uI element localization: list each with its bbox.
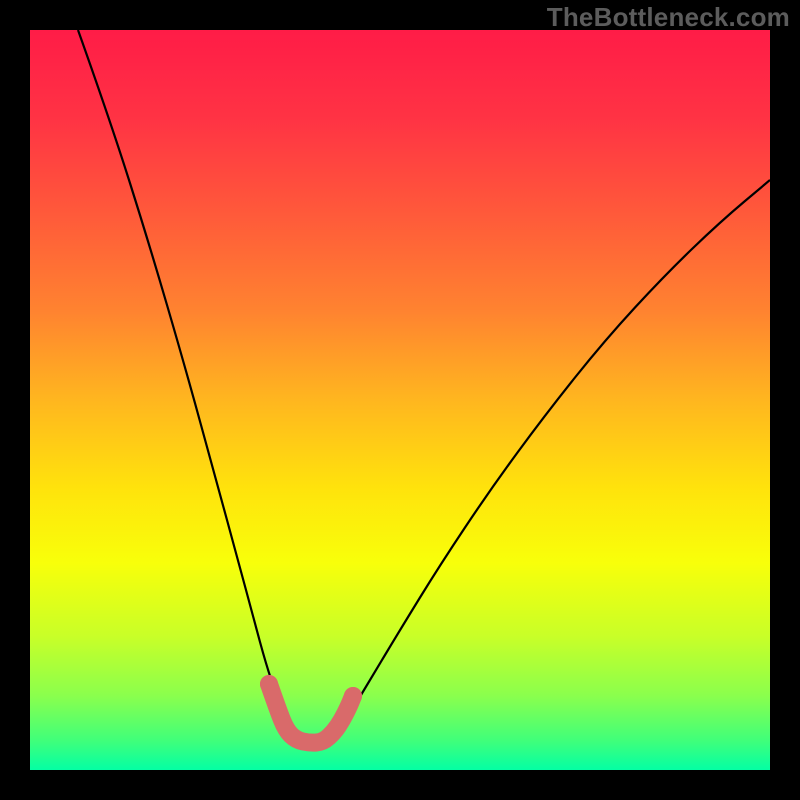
watermark-text: TheBottleneck.com [547, 2, 790, 33]
plot-background [30, 30, 770, 770]
bottleneck-marker-dot [344, 687, 362, 705]
bottleneck-marker-dot [260, 675, 278, 693]
bottleneck-chart [0, 0, 800, 800]
